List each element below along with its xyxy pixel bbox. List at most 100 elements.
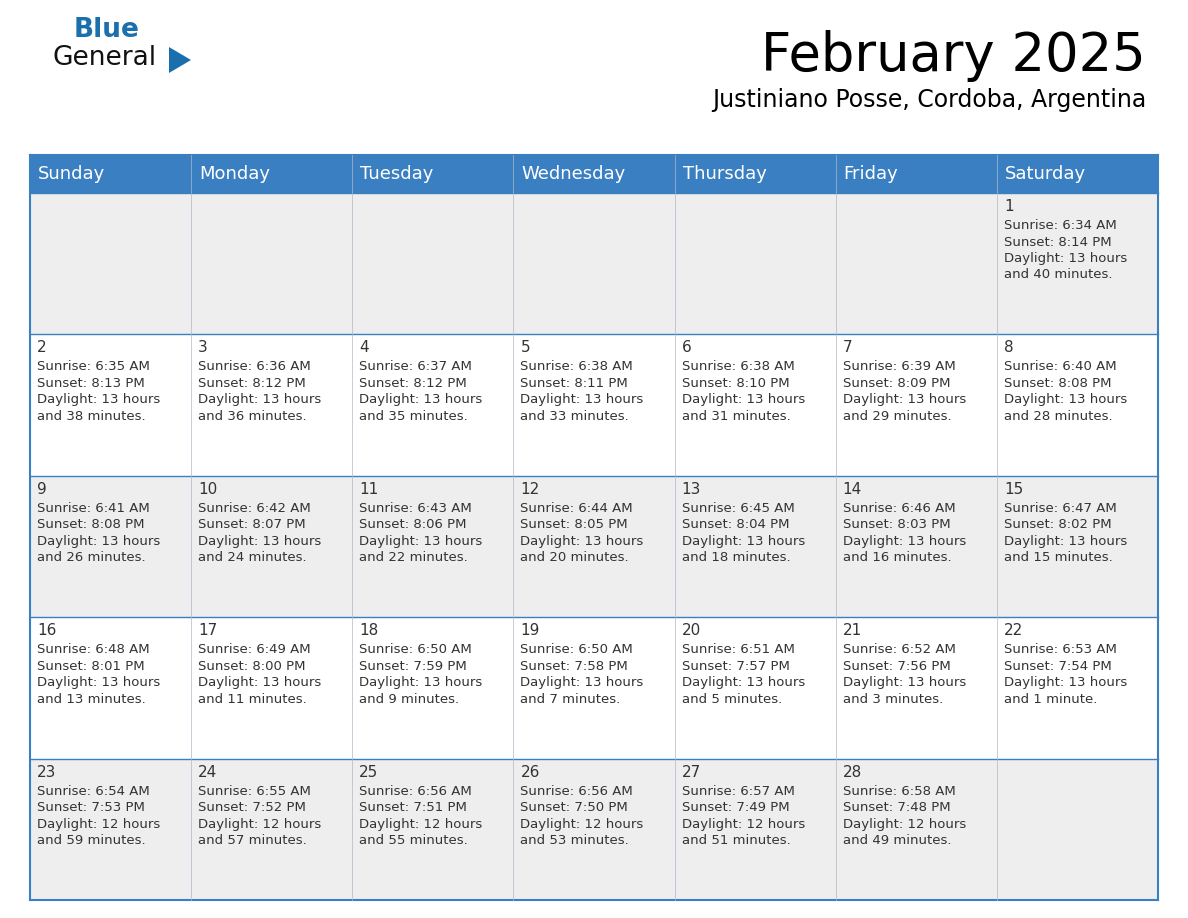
Bar <box>353 193 513 334</box>
Text: 21: 21 <box>842 623 862 638</box>
Text: Sunrise: 6:57 AM: Sunrise: 6:57 AM <box>682 785 795 798</box>
Text: Daylight: 13 hours: Daylight: 13 hours <box>842 677 966 689</box>
Bar <box>191 617 353 758</box>
Text: Wednesday: Wednesday <box>522 165 626 183</box>
Text: and 18 minutes.: and 18 minutes. <box>682 552 790 565</box>
Bar <box>30 334 191 476</box>
Text: Sunset: 8:07 PM: Sunset: 8:07 PM <box>198 519 305 532</box>
Text: Sunrise: 6:50 AM: Sunrise: 6:50 AM <box>520 644 633 656</box>
Text: and 53 minutes.: and 53 minutes. <box>520 834 630 847</box>
Text: Daylight: 12 hours: Daylight: 12 hours <box>359 818 482 831</box>
Text: Daylight: 12 hours: Daylight: 12 hours <box>682 818 804 831</box>
Text: Daylight: 13 hours: Daylight: 13 hours <box>682 677 804 689</box>
Bar <box>997 617 1158 758</box>
Text: Sunset: 8:00 PM: Sunset: 8:00 PM <box>198 660 305 673</box>
Text: Sunrise: 6:42 AM: Sunrise: 6:42 AM <box>198 502 311 515</box>
Text: and 16 minutes.: and 16 minutes. <box>842 552 952 565</box>
Bar <box>30 617 191 758</box>
Text: Sunrise: 6:40 AM: Sunrise: 6:40 AM <box>1004 361 1117 374</box>
Text: and 15 minutes.: and 15 minutes. <box>1004 552 1113 565</box>
Text: Sunrise: 6:38 AM: Sunrise: 6:38 AM <box>520 361 633 374</box>
Text: Sunset: 7:57 PM: Sunset: 7:57 PM <box>682 660 790 673</box>
Bar <box>835 476 997 617</box>
Bar <box>513 758 675 900</box>
Text: and 59 minutes.: and 59 minutes. <box>37 834 146 847</box>
Text: Sunrise: 6:58 AM: Sunrise: 6:58 AM <box>842 785 955 798</box>
Text: and 26 minutes.: and 26 minutes. <box>37 552 146 565</box>
Text: and 13 minutes.: and 13 minutes. <box>37 693 146 706</box>
Bar <box>675 476 835 617</box>
Text: 10: 10 <box>198 482 217 497</box>
Bar <box>835 617 997 758</box>
Text: Sunrise: 6:49 AM: Sunrise: 6:49 AM <box>198 644 311 656</box>
Text: Sunrise: 6:51 AM: Sunrise: 6:51 AM <box>682 644 795 656</box>
Text: Sunset: 8:04 PM: Sunset: 8:04 PM <box>682 519 789 532</box>
Text: 17: 17 <box>198 623 217 638</box>
Text: Sunrise: 6:35 AM: Sunrise: 6:35 AM <box>37 361 150 374</box>
Text: 5: 5 <box>520 341 530 355</box>
Text: 6: 6 <box>682 341 691 355</box>
Text: Blue: Blue <box>74 17 140 43</box>
Text: and 1 minute.: and 1 minute. <box>1004 693 1098 706</box>
Text: Daylight: 12 hours: Daylight: 12 hours <box>842 818 966 831</box>
Bar <box>835 193 997 334</box>
Text: Justiniano Posse, Cordoba, Argentina: Justiniano Posse, Cordoba, Argentina <box>712 88 1146 112</box>
Text: 9: 9 <box>37 482 46 497</box>
Text: and 22 minutes.: and 22 minutes. <box>359 552 468 565</box>
Text: Daylight: 13 hours: Daylight: 13 hours <box>1004 252 1127 265</box>
Text: Daylight: 13 hours: Daylight: 13 hours <box>359 535 482 548</box>
Text: Daylight: 13 hours: Daylight: 13 hours <box>520 677 644 689</box>
Bar <box>675 758 835 900</box>
Text: 2: 2 <box>37 341 46 355</box>
Text: Sunset: 8:10 PM: Sunset: 8:10 PM <box>682 377 789 390</box>
Text: Tuesday: Tuesday <box>360 165 434 183</box>
Text: Sunset: 8:01 PM: Sunset: 8:01 PM <box>37 660 145 673</box>
Text: 16: 16 <box>37 623 56 638</box>
Bar <box>675 193 835 334</box>
Text: and 31 minutes.: and 31 minutes. <box>682 410 790 423</box>
Bar <box>191 334 353 476</box>
Bar <box>353 617 513 758</box>
Bar <box>835 758 997 900</box>
Text: Daylight: 13 hours: Daylight: 13 hours <box>520 535 644 548</box>
Bar <box>513 334 675 476</box>
Text: February 2025: February 2025 <box>762 30 1146 82</box>
Bar <box>353 334 513 476</box>
Text: Sunrise: 6:36 AM: Sunrise: 6:36 AM <box>198 361 311 374</box>
Bar <box>513 476 675 617</box>
Text: and 29 minutes.: and 29 minutes. <box>842 410 952 423</box>
Text: Sunset: 7:58 PM: Sunset: 7:58 PM <box>520 660 628 673</box>
Text: and 20 minutes.: and 20 minutes. <box>520 552 630 565</box>
Text: Sunrise: 6:56 AM: Sunrise: 6:56 AM <box>520 785 633 798</box>
Text: Sunset: 8:06 PM: Sunset: 8:06 PM <box>359 519 467 532</box>
Text: and 24 minutes.: and 24 minutes. <box>198 552 307 565</box>
Bar <box>353 476 513 617</box>
Text: Sunset: 7:56 PM: Sunset: 7:56 PM <box>842 660 950 673</box>
Text: Sunset: 8:14 PM: Sunset: 8:14 PM <box>1004 236 1112 249</box>
Bar <box>997 476 1158 617</box>
Text: Sunrise: 6:52 AM: Sunrise: 6:52 AM <box>842 644 955 656</box>
Bar <box>191 758 353 900</box>
Bar <box>30 155 1158 193</box>
Text: and 3 minutes.: and 3 minutes. <box>842 693 943 706</box>
Text: Sunset: 8:08 PM: Sunset: 8:08 PM <box>37 519 145 532</box>
Text: and 5 minutes.: and 5 minutes. <box>682 693 782 706</box>
Text: Sunset: 7:51 PM: Sunset: 7:51 PM <box>359 801 467 814</box>
Text: Daylight: 13 hours: Daylight: 13 hours <box>198 394 322 407</box>
Text: Sunset: 8:13 PM: Sunset: 8:13 PM <box>37 377 145 390</box>
Text: 4: 4 <box>359 341 369 355</box>
Text: Daylight: 13 hours: Daylight: 13 hours <box>359 394 482 407</box>
Bar <box>513 617 675 758</box>
Text: Daylight: 12 hours: Daylight: 12 hours <box>198 818 322 831</box>
Text: Sunset: 7:52 PM: Sunset: 7:52 PM <box>198 801 307 814</box>
Bar <box>835 334 997 476</box>
Text: 26: 26 <box>520 765 539 779</box>
Text: Daylight: 13 hours: Daylight: 13 hours <box>37 677 160 689</box>
Bar <box>30 476 191 617</box>
Text: 28: 28 <box>842 765 862 779</box>
Text: Sunrise: 6:48 AM: Sunrise: 6:48 AM <box>37 644 150 656</box>
Text: Sunrise: 6:45 AM: Sunrise: 6:45 AM <box>682 502 795 515</box>
Text: 12: 12 <box>520 482 539 497</box>
Text: Sunrise: 6:55 AM: Sunrise: 6:55 AM <box>198 785 311 798</box>
Text: and 36 minutes.: and 36 minutes. <box>198 410 307 423</box>
